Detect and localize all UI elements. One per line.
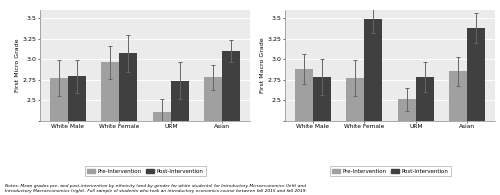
Bar: [204, 77, 222, 195]
Bar: [346, 78, 364, 195]
Bar: [152, 112, 171, 195]
Bar: [450, 72, 468, 195]
Bar: [171, 81, 189, 195]
Bar: [364, 19, 382, 195]
Y-axis label: First Micro Grade: First Micro Grade: [15, 39, 20, 92]
Legend: Pre-Intervention, Post-Intervention: Pre-Intervention, Post-Intervention: [84, 166, 206, 176]
Bar: [312, 77, 330, 195]
Bar: [222, 51, 240, 195]
Text: Notes: Mean grades pre- and post-intervention by ethnicity (and by gender for wh: Notes: Mean grades pre- and post-interve…: [5, 184, 307, 193]
Legend: Pre-Intervention, Post-Intervention: Pre-Intervention, Post-Intervention: [330, 166, 450, 176]
Bar: [468, 28, 485, 195]
Y-axis label: First Macro Grade: First Macro Grade: [260, 37, 265, 93]
Bar: [68, 76, 86, 195]
Bar: [294, 69, 312, 195]
Bar: [50, 78, 68, 195]
Bar: [398, 99, 416, 195]
Bar: [119, 53, 138, 195]
Bar: [416, 77, 434, 195]
Bar: [101, 62, 119, 195]
